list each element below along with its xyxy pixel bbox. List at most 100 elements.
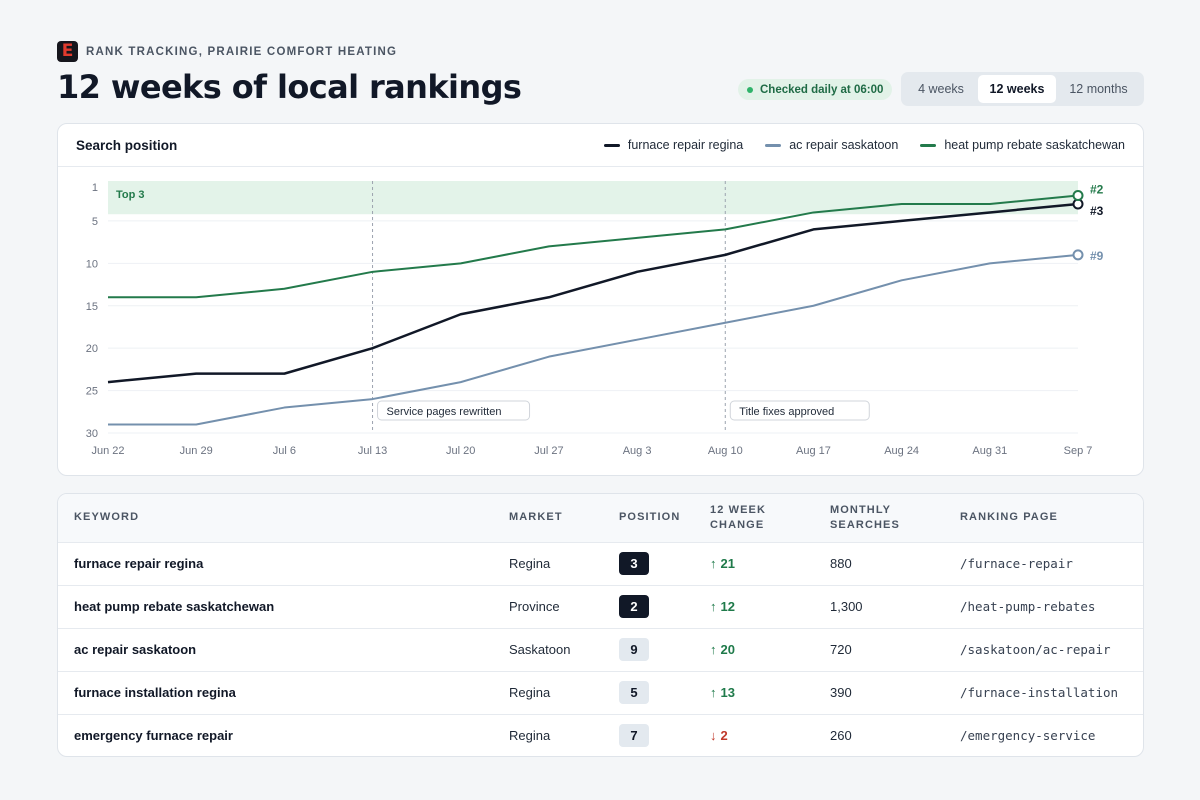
- top-3-band: [108, 181, 1078, 215]
- col-header-change: 12 WEEK CHANGE: [710, 494, 830, 543]
- market-cell: Saskatoon: [509, 628, 619, 672]
- top-3-band-label: Top 3: [116, 189, 145, 201]
- table-row[interactable]: furnace installation regina Regina 5 ↑ 13 390…: [58, 671, 1143, 715]
- ranking-page-link[interactable]: /furnace-repair: [960, 556, 1073, 571]
- x-tick-label: Jul 27: [534, 445, 563, 457]
- position-badge: 7: [619, 724, 649, 748]
- position-cell: 7: [619, 714, 710, 756]
- position-badge: 9: [619, 638, 649, 661]
- position-badge: 5: [619, 681, 649, 704]
- col-header-market: MARKET: [509, 494, 619, 543]
- col-header-searches-line2: SEARCHES: [830, 518, 900, 531]
- x-tick-label: Sep 7: [1064, 445, 1093, 457]
- market-cell: Province: [509, 585, 619, 629]
- series-line-ac-repair-saskatoon: [108, 253, 1079, 426]
- x-tick-label: Aug 24: [884, 445, 919, 457]
- range-tab-12-months[interactable]: 12 months: [1069, 82, 1128, 96]
- range-tab-12-weeks[interactable]: 12 weeks: [978, 75, 1056, 103]
- table-row[interactable]: heat pump rebate saskatchewan Province 2 ↑ 1…: [58, 585, 1143, 629]
- searches-cell: 880: [830, 542, 960, 586]
- series-end-label: #2: [1090, 182, 1104, 196]
- change-cell: ↑ 21: [710, 542, 830, 586]
- ranking-page-link[interactable]: /emergency-service: [960, 728, 1096, 744]
- position-cell: 5: [619, 671, 710, 715]
- x-tick-label: Aug 3: [623, 445, 652, 457]
- ranking-page-cell: /furnace-installation: [960, 671, 1143, 715]
- ranking-page-cell: /emergency-service: [960, 714, 1143, 756]
- keyword-table-card: KEYWORD MARKET POSITION 12 WEEK CHANGE MO…: [57, 493, 1144, 757]
- series-end-marker: [1072, 189, 1084, 201]
- keyword-cell: heat pump rebate saskatchewan: [58, 585, 509, 629]
- keyword-cell: emergency furnace repair: [74, 728, 233, 744]
- table-row[interactable]: ac repair saskatoon Saskatoon 9 ↑ 20 720/sask…: [58, 628, 1143, 672]
- change-value: ↑ 21: [710, 556, 735, 571]
- change-number: 2: [720, 728, 728, 744]
- page-title: 12 weeks of local rankings: [57, 68, 522, 106]
- market-cell: Regina: [509, 728, 551, 744]
- x-tick-label: Jul 6: [273, 445, 296, 457]
- eyebrow-label: RANK TRACKING, PRAIRIE COMFORT HEATING: [86, 45, 398, 58]
- x-tick-label: Jun 22: [91, 445, 124, 457]
- keyword-cell: furnace repair regina: [58, 542, 509, 586]
- table-row[interactable]: furnace repair regina Regina 3 ↑ 21 880/furna…: [58, 542, 1143, 586]
- change-value: ↑ 13: [710, 685, 735, 700]
- y-tick-label: 1: [92, 182, 98, 194]
- y-tick-label: 5: [92, 216, 98, 228]
- x-tick-label: Aug 10: [708, 445, 743, 457]
- annotation-box: [729, 400, 870, 421]
- table-row[interactable]: emergency furnace repair Regina 7 ↓ 2 260/eme…: [58, 714, 1143, 756]
- legend-swatch: [920, 143, 937, 147]
- change-cell: ↓ 2: [710, 714, 830, 756]
- keyword-cell: furnace installation regina: [58, 671, 509, 715]
- y-tick-label: 25: [86, 386, 98, 398]
- x-tick-label: Jul 20: [446, 445, 475, 457]
- col-header-position: POSITION: [619, 494, 710, 543]
- series-end-label: #9: [1090, 249, 1104, 263]
- change-cell: ↑ 20: [710, 628, 830, 672]
- searches-cell: 1,300: [830, 585, 960, 629]
- change-cell: ↑ 12: [710, 585, 830, 629]
- change-cell: ↑ 13: [710, 671, 830, 715]
- legend-swatch: [765, 143, 782, 147]
- annotation-label: Service pages rewritten: [387, 406, 502, 418]
- position-badge: 2: [619, 595, 649, 618]
- legend-swatch: [603, 143, 620, 147]
- ranking-page-cell: /heat-pump-rebates: [960, 585, 1143, 629]
- series-end-label: #3: [1090, 204, 1104, 218]
- x-tick-label: Aug 31: [972, 445, 1007, 457]
- ranking-page-link[interactable]: /furnace-installation: [960, 685, 1119, 700]
- searches-cell: 260: [830, 728, 852, 744]
- chart-header: Search position furnace repair regina ac…: [58, 124, 1143, 167]
- change-number: 20: [720, 642, 735, 657]
- arrow-up-icon: ↑: [710, 556, 717, 571]
- legend-label: heat pump rebate saskatchewan: [944, 138, 1125, 152]
- series-line-furnace-repair-regina: [107, 202, 1079, 384]
- y-tick-label: 20: [86, 343, 98, 355]
- ranking-page-cell: /saskatoon/ac-repair: [960, 628, 1143, 672]
- keyword-cell: ac repair saskatoon: [58, 628, 509, 672]
- change-number: 21: [720, 556, 735, 571]
- time-range-selector: 4 weeks 12 weeks 12 months: [901, 72, 1144, 106]
- ranking-page-link[interactable]: /saskatoon/ac-repair: [960, 642, 1111, 657]
- legend-label: furnace repair regina: [627, 138, 744, 152]
- col-header-change-line2: CHANGE: [710, 518, 765, 531]
- annotation-label: Title fixes approved: [739, 406, 834, 418]
- searches-cell: 720: [830, 628, 960, 672]
- range-tab-4-weeks[interactable]: 4 weeks: [918, 82, 964, 96]
- market-cell: Regina: [509, 542, 619, 586]
- legend-item-heat-pump-rebate: heat pump rebate saskatchewan: [920, 138, 1125, 152]
- annotation-box: [377, 400, 531, 421]
- status-dot-icon: [747, 86, 753, 93]
- ranking-page-link[interactable]: /heat-pump-rebates: [960, 599, 1096, 614]
- search-position-card: Search position furnace repair regina ac…: [57, 123, 1144, 476]
- y-tick-label: 15: [86, 301, 98, 313]
- change-value: ↑ 12: [710, 599, 735, 614]
- logo-letter: E: [61, 41, 74, 61]
- arrow-down-icon: ↓: [710, 728, 717, 744]
- legend-item-furnace-repair-regina: furnace repair regina: [603, 138, 744, 152]
- ranking-page-cell: /furnace-repair: [960, 542, 1143, 586]
- brand-logo: E: [57, 41, 78, 62]
- arrow-up-icon: ↑: [710, 642, 717, 657]
- position-cell: 9: [619, 628, 710, 672]
- series-line-heat-pump-rebate-saskatchewan: [108, 194, 1079, 299]
